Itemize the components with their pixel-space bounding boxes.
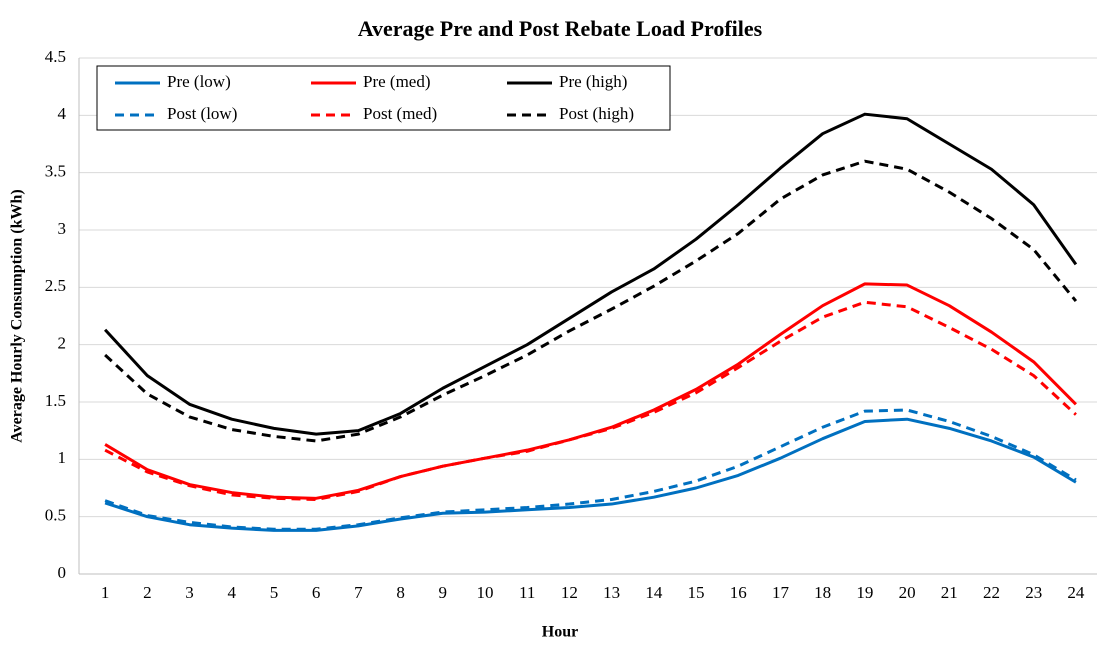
x-tick-label: 9 xyxy=(439,583,448,602)
x-tick-label: 11 xyxy=(519,583,535,602)
series-line xyxy=(104,300,1077,501)
x-tick-label: 2 xyxy=(143,583,152,602)
x-tick-label: 15 xyxy=(688,583,705,602)
y-tick-label: 1.5 xyxy=(45,391,66,410)
x-tick-label: 8 xyxy=(396,583,405,602)
y-tick-label: 3 xyxy=(58,219,67,238)
x-tick-label: 22 xyxy=(983,583,1000,602)
x-tick-label: 13 xyxy=(603,583,620,602)
x-tick-label: 10 xyxy=(476,583,493,602)
legend-box xyxy=(96,65,671,131)
y-tick-label: 2.5 xyxy=(45,276,66,295)
y-tick-label: 4 xyxy=(58,104,67,123)
x-tick-label: 6 xyxy=(312,583,321,602)
y-tick-label: 2 xyxy=(58,334,67,353)
y-tick-label: 3.5 xyxy=(45,162,66,181)
y-tick-label: 0 xyxy=(58,563,67,582)
x-tick-label: 21 xyxy=(941,583,958,602)
x-tick-label: 18 xyxy=(814,583,831,602)
y-tick-label: 0.5 xyxy=(45,506,66,525)
x-axis-label: Hour xyxy=(542,624,578,641)
legend-label: Post (med) xyxy=(363,104,437,123)
series-line xyxy=(104,112,1078,436)
x-tick-label: 19 xyxy=(856,583,873,602)
legend-label: Post (high) xyxy=(559,104,634,123)
legend-label: Pre (high) xyxy=(559,72,627,91)
x-tick-label: 1 xyxy=(101,583,110,602)
series-line xyxy=(104,408,1077,531)
x-tick-label: 4 xyxy=(227,583,236,602)
y-tick-label: 4.5 xyxy=(45,47,66,66)
y-axis-label: Average Hourly Consumption (kWh) xyxy=(9,189,26,443)
legend: Pre (low) Pre (med) Pre (high) Post (low) Po… xyxy=(96,65,671,131)
x-tick-label: 17 xyxy=(772,583,790,602)
x-tick-label: 12 xyxy=(561,583,578,602)
legend-label: Pre (low) xyxy=(167,72,231,91)
x-tick-label: 16 xyxy=(730,583,747,602)
x-tick-label: 5 xyxy=(270,583,279,602)
x-tick-label: 3 xyxy=(185,583,194,602)
series-line xyxy=(104,159,1078,443)
legend-label: Post (low) xyxy=(167,104,237,123)
x-tick-label: 20 xyxy=(899,583,916,602)
y-tick-label: 1 xyxy=(58,448,67,467)
x-tick-label: 7 xyxy=(354,583,363,602)
x-tick-label: 23 xyxy=(1025,583,1042,602)
x-tick-label: 14 xyxy=(645,583,663,602)
legend-label: Pre (med) xyxy=(363,72,431,91)
chart-title: Average Pre and Post Rebate Load Profile… xyxy=(358,16,763,41)
x-tick-label: 24 xyxy=(1067,583,1085,602)
